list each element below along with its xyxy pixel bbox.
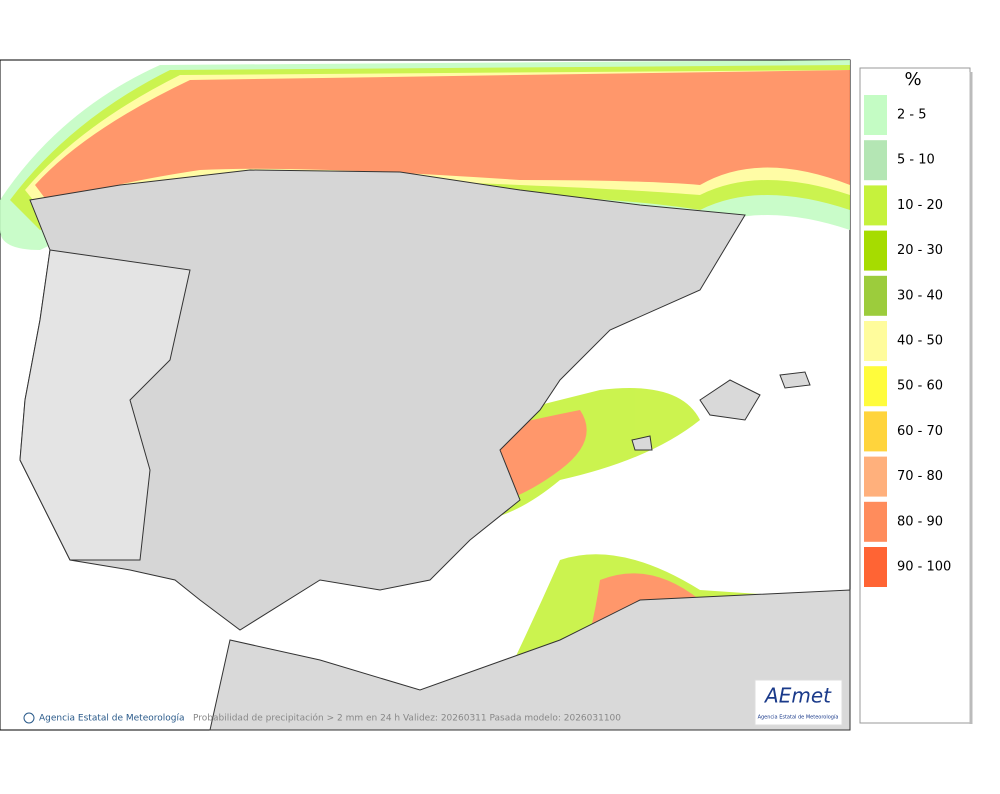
menorca [779, 371, 811, 389]
legend-label: 10 - 20 [897, 198, 943, 213]
logo-name: AEmet [763, 684, 832, 708]
legend-label: 70 - 80 [897, 469, 943, 484]
credit: Agencia Estatal de Meteorología [39, 714, 185, 724]
legend-label: 2 - 5 [897, 108, 927, 123]
legend-label: 20 - 30 [897, 243, 943, 258]
legend-items: 2 - 5 5 - 10 10 - 20 20 - 30 30 - 40 40 - 50 5… [864, 95, 951, 587]
legend-swatch [864, 366, 887, 407]
legend-swatch [864, 140, 887, 181]
legend-label: 90 - 100 [897, 560, 951, 575]
legend-title: % [904, 69, 921, 90]
legend-label: 5 - 10 [897, 153, 935, 168]
logo-subtitle: Agencia Estatal de Meteorología [758, 714, 839, 721]
legend-label: 40 - 50 [897, 334, 943, 349]
legend-swatch [864, 275, 887, 316]
legend-swatch [864, 411, 887, 452]
mallorca [699, 379, 761, 421]
legend-swatch [864, 185, 887, 226]
legend-label: 60 - 70 [897, 424, 943, 439]
legend-swatch [864, 230, 887, 271]
ibiza [631, 435, 653, 451]
caption: Probabilidad de precipitación > 2 mm en … [193, 713, 621, 724]
legend-swatch [864, 547, 887, 587]
logo-box [754, 679, 843, 726]
africa [209, 589, 851, 731]
legend-swatch [864, 456, 887, 497]
legend-label: 30 - 40 [897, 288, 943, 303]
legend-swatch [864, 95, 887, 135]
legend-swatch [864, 501, 887, 542]
portugal [19, 249, 191, 561]
legend-label: 50 - 60 [897, 379, 943, 394]
legend-label: 80 - 90 [897, 514, 943, 529]
credit-icon [23, 712, 35, 724]
legend-swatch [864, 321, 887, 361]
